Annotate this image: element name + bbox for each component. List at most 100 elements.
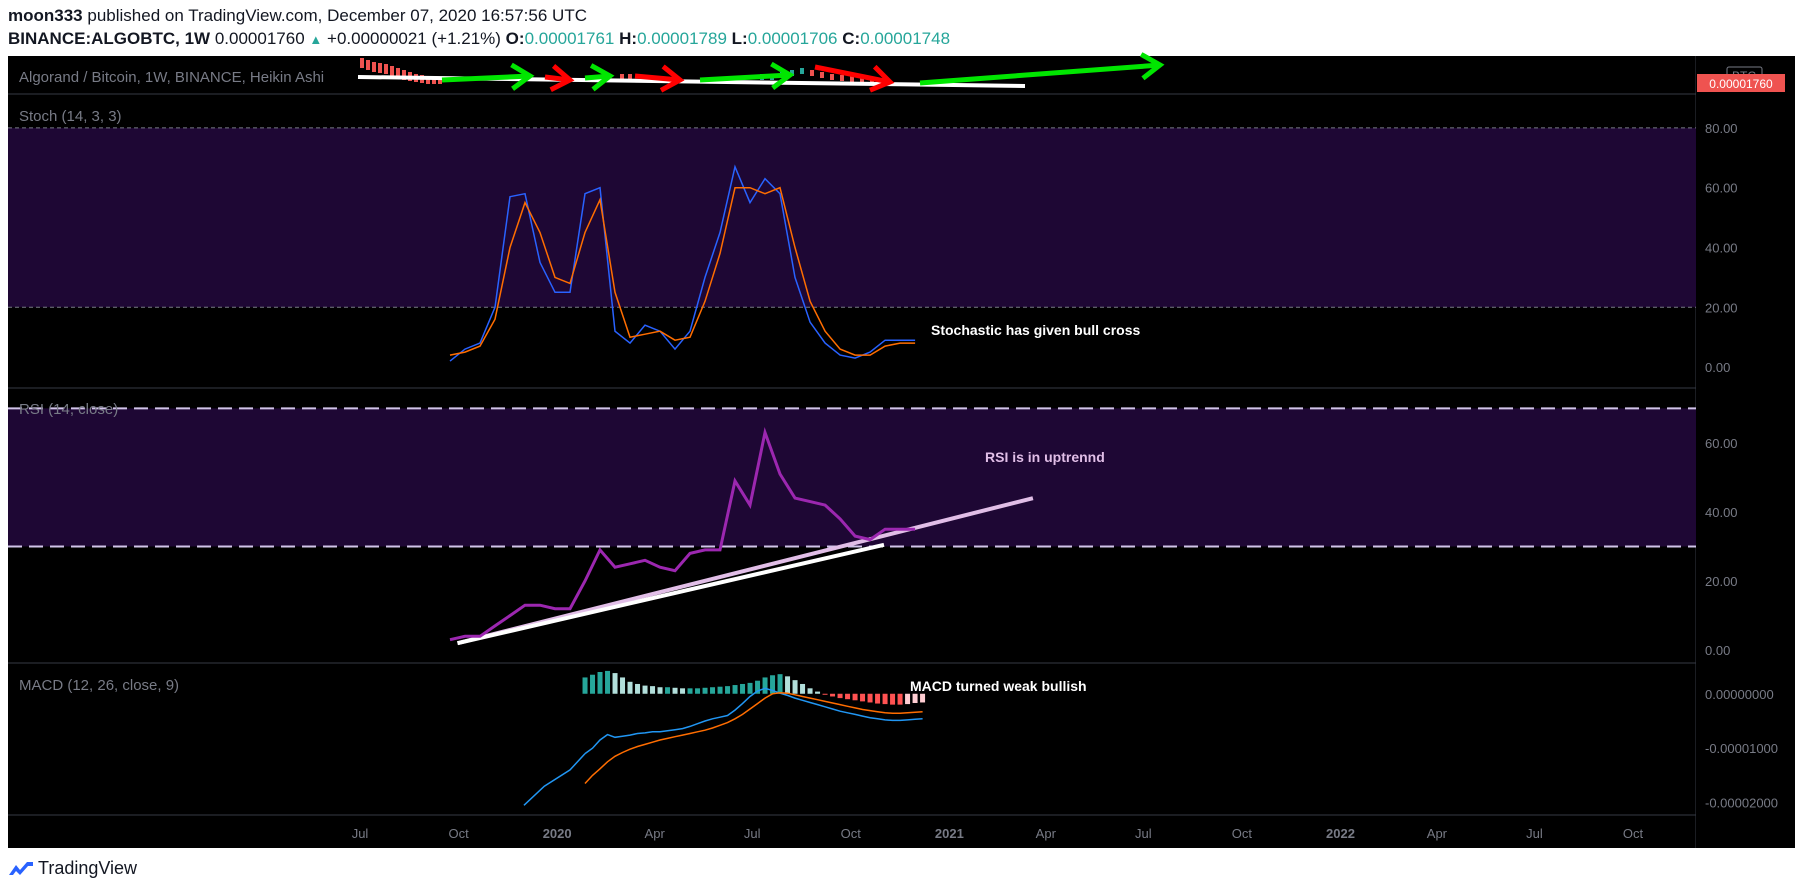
macd-histogram-bar xyxy=(860,693,866,702)
time-tick-label: Jul xyxy=(1526,826,1543,841)
macd-histogram-bar xyxy=(635,683,641,694)
time-tick-label: Apr xyxy=(1427,826,1448,841)
macd-histogram-bar xyxy=(912,693,918,704)
macd-histogram-bar xyxy=(837,693,843,699)
red-arrow-icon xyxy=(634,73,681,83)
y-tick-label: -0.00001000 xyxy=(1705,741,1778,756)
macd-histogram-bar xyxy=(687,688,693,694)
macd-histogram-bar xyxy=(852,693,858,701)
pane-title: RSI (14, close) xyxy=(19,401,118,418)
change-arrow-icon: ▲ xyxy=(309,32,323,47)
macd-histogram-bar xyxy=(717,686,723,694)
heikin-ashi-candle xyxy=(850,76,854,82)
y-tick-label: 40.00 xyxy=(1705,505,1738,520)
time-tick-label: Oct xyxy=(841,826,862,841)
heikin-ashi-candle xyxy=(372,62,376,72)
heikin-ashi-candle xyxy=(620,74,624,80)
time-axis[interactable]: Jul Oct 2020 Apr Jul Oct 2021 Apr Jul Oct 2022 Apr J… xyxy=(352,826,1644,841)
macd-histogram-bar xyxy=(762,677,768,694)
macd-histogram-bar xyxy=(755,680,761,694)
tradingview-logo-icon xyxy=(9,861,33,875)
macd-histogram-bar xyxy=(732,685,738,694)
macd-pane: MACD (12, 26, close, 9) 0.00000000 -0.0000… xyxy=(19,670,1778,811)
macd-histogram-bar xyxy=(815,691,821,694)
rsi-line xyxy=(449,426,916,642)
green-arrow-head-icon xyxy=(770,61,795,90)
macd-histogram-bar xyxy=(845,693,851,700)
time-tick-label: Jul xyxy=(744,826,761,841)
publish-info: moon333 published on TradingView.com, De… xyxy=(8,6,587,26)
heikin-ashi-candle xyxy=(432,77,436,84)
heikin-ashi-candle xyxy=(396,68,400,78)
macd-histogram-bar xyxy=(920,693,926,703)
high-label: H: xyxy=(619,29,638,48)
time-tick-label: Jul xyxy=(352,826,369,841)
price-change: +0.00000021 (+1.21%) xyxy=(327,29,501,48)
macd-histogram-bar xyxy=(695,688,701,694)
heikin-ashi-candle xyxy=(810,70,814,76)
footer: TradingView xyxy=(8,858,137,879)
red-arrow-head-icon xyxy=(869,64,895,93)
macd-histogram-bar xyxy=(710,687,716,694)
macd-histogram-bar xyxy=(612,673,618,694)
author-name[interactable]: moon333 xyxy=(8,6,83,25)
low-label: L: xyxy=(731,29,748,48)
heikin-ashi-candle xyxy=(366,60,370,70)
macd-histogram-bar xyxy=(830,693,836,697)
heikin-ashi-candle xyxy=(426,76,430,84)
macd-histogram-bar xyxy=(665,687,671,694)
red-arrow-head-icon xyxy=(659,64,685,93)
time-tick-label: Oct xyxy=(1623,826,1644,841)
y-tick-label: 0.00000000 xyxy=(1705,687,1774,702)
macd-histogram-bar xyxy=(905,693,911,705)
close-value: 0.00001748 xyxy=(860,29,951,48)
heikin-ashi-candle xyxy=(360,58,364,68)
stoch-annotation: Stochastic has given bull cross xyxy=(931,322,1141,338)
y-tick-label: 60.00 xyxy=(1705,181,1738,196)
price-scale[interactable] xyxy=(1696,56,1795,848)
heikin-ashi-candle xyxy=(378,63,382,73)
pane-title: Stoch (14, 3, 3) xyxy=(19,108,122,125)
macd-histogram-bar xyxy=(672,687,678,694)
heikin-ashi-candle xyxy=(402,70,406,80)
macd-signal-line xyxy=(584,691,923,785)
macd-histogram-bar xyxy=(650,686,656,694)
heikin-ashi-candle xyxy=(390,66,394,76)
macd-histogram-bar xyxy=(792,680,798,694)
brand-name[interactable]: TradingView xyxy=(38,858,138,878)
y-tick-label: 40.00 xyxy=(1705,240,1738,255)
stoch-pane: Stoch (14, 3, 3) 80.00 60.00 40.00 20.00 0.00… xyxy=(8,108,1738,375)
time-tick-label: Apr xyxy=(1036,826,1057,841)
macd-histogram-bar xyxy=(785,676,791,694)
green-arrow-head-icon xyxy=(1139,52,1165,81)
y-tick-label: -0.00002000 xyxy=(1705,796,1778,811)
stoch-d-line xyxy=(449,186,916,356)
time-tick-label: Jul xyxy=(1135,826,1152,841)
heikin-ashi-candle xyxy=(840,75,844,81)
macd-histogram-bar xyxy=(620,677,626,694)
macd-histogram-bar xyxy=(680,688,686,694)
macd-histogram-bar xyxy=(702,687,708,694)
band-fill xyxy=(8,408,1696,547)
y-tick-label: 20.00 xyxy=(1705,574,1738,589)
time-tick-label: 2022 xyxy=(1326,826,1355,841)
heikin-ashi-candle xyxy=(628,74,632,80)
symbol-name: BINANCE:ALGOBTC, 1W xyxy=(8,29,211,48)
rsi-trendline-lower xyxy=(457,542,885,646)
macd-histogram-bar xyxy=(890,693,896,705)
macd-histogram-bar xyxy=(875,693,881,704)
red-arrow-icon xyxy=(814,64,891,85)
time-tick-label: Oct xyxy=(1232,826,1253,841)
green-arrow-head-icon xyxy=(589,63,615,92)
heikin-ashi-candle xyxy=(830,74,834,80)
y-tick-label: 80.00 xyxy=(1705,121,1738,136)
last-price: 0.00001760 xyxy=(214,29,305,48)
time-tick-label: 2020 xyxy=(543,826,572,841)
macd-histogram-bar xyxy=(882,693,888,705)
macd-annotation: MACD turned weak bullish xyxy=(910,678,1087,694)
green-arrow-icon xyxy=(699,72,791,83)
heikin-ashi-candle xyxy=(820,72,824,78)
macd-histogram-bar xyxy=(800,683,806,694)
macd-histogram-bar xyxy=(822,693,828,695)
